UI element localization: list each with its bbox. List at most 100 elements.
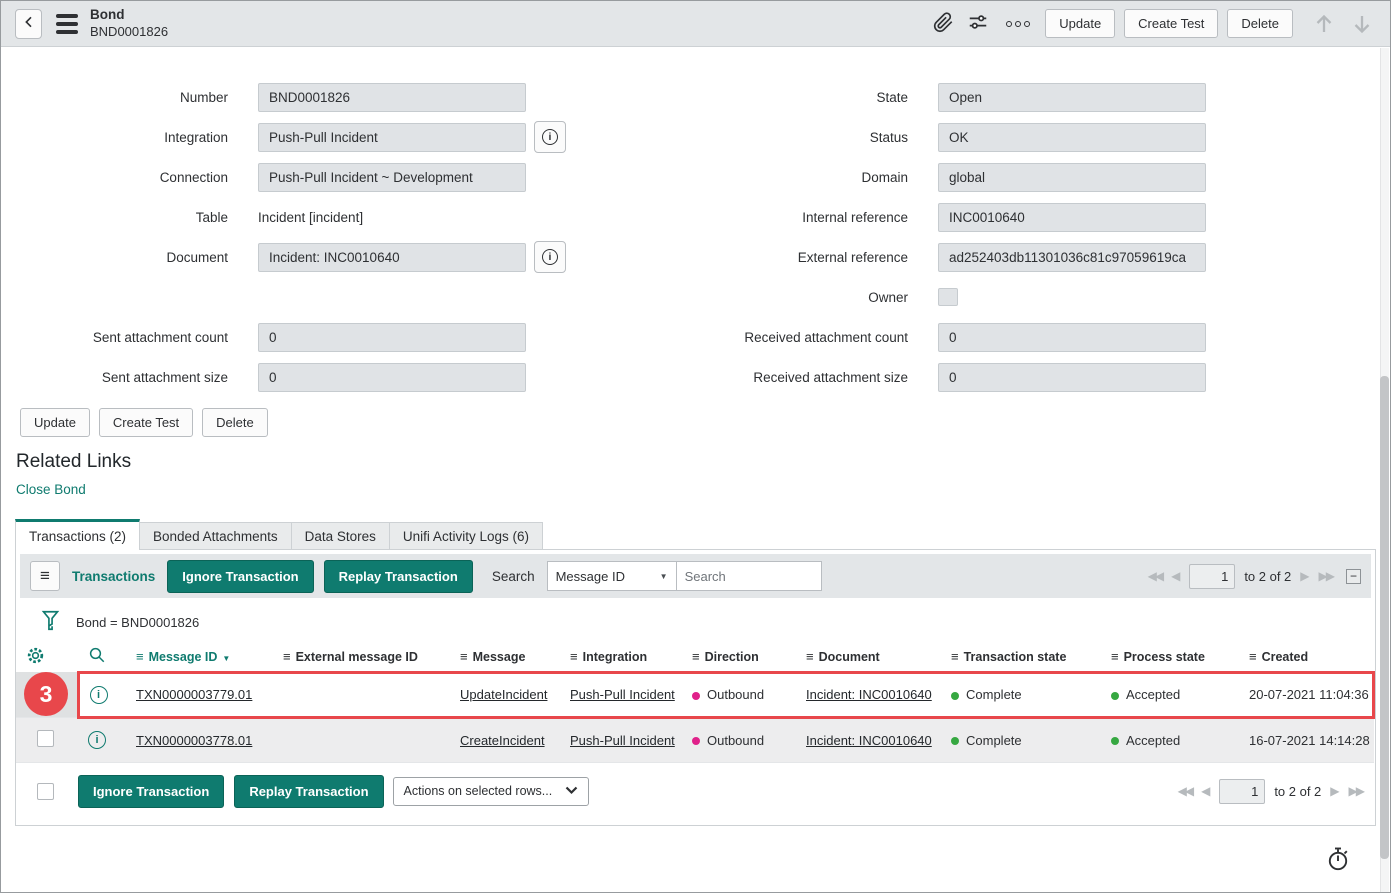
record-preview-icon[interactable] (88, 731, 106, 749)
direction-cell: Outbound (682, 717, 796, 763)
replay-transaction-button-bottom[interactable]: Replay Transaction (234, 774, 384, 808)
create-test-button-bottom[interactable]: Create Test (98, 408, 194, 437)
message-link[interactable]: CreateIncident (460, 732, 545, 748)
owner-field[interactable] (938, 288, 958, 306)
attachment-button[interactable] (931, 10, 956, 38)
first-page-icon[interactable] (1148, 569, 1162, 583)
record-number: BND0001826 (90, 23, 169, 39)
column-header-integration[interactable]: Integration (560, 642, 682, 672)
page-number-input[interactable] (1189, 563, 1236, 589)
transaction-number-link[interactable]: TXN0000003778.01 (136, 732, 253, 748)
ignore-transaction-button[interactable]: Ignore Transaction (167, 559, 314, 593)
integration-link[interactable]: Push-Pull Incident (570, 732, 675, 748)
direction-dot (692, 691, 700, 700)
state-dot (951, 737, 959, 746)
tab-unifi-activity-logs[interactable]: Unifi Activity Logs (6) (389, 522, 543, 550)
integration-preview-button[interactable] (534, 121, 566, 153)
ignore-transaction-button-bottom[interactable]: Ignore Transaction (78, 774, 225, 808)
field-connection: Connection Push-Pull Incident ~ Developm… (1, 157, 661, 197)
connection-field[interactable]: Push-Pull Incident ~ Development (258, 162, 526, 192)
row-checkbox[interactable] (37, 729, 54, 747)
field-label: Table (195, 209, 228, 225)
delete-button-bottom[interactable]: Delete (202, 408, 268, 437)
document-preview-button[interactable] (534, 241, 566, 273)
list-footer: Ignore Transaction Replay Transaction Ac… (16, 763, 1375, 825)
search-input[interactable] (676, 561, 822, 591)
column-header-external-message-id[interactable]: External message ID (273, 642, 450, 672)
column-header-message[interactable]: Message (450, 642, 560, 672)
first-page-icon[interactable] (1178, 784, 1192, 798)
page-number-input[interactable] (1219, 778, 1266, 804)
previous-record-arrow-icon[interactable] (1310, 10, 1338, 38)
search-field-select[interactable]: Message ID (546, 561, 677, 591)
create-test-button[interactable]: Create Test (1124, 9, 1219, 38)
next-record-arrow-icon[interactable] (1348, 10, 1376, 38)
column-header-message-id[interactable]: Message ID (126, 642, 273, 672)
column-header-created[interactable]: Created (1239, 642, 1374, 672)
record-header: Bond BND0001826 Update Cre (1, 1, 1390, 47)
personalize-form-button[interactable] (965, 9, 991, 38)
update-button-bottom[interactable]: Update (20, 408, 90, 437)
response-time-stopwatch-icon[interactable] (1325, 845, 1351, 876)
last-page-icon[interactable] (1319, 569, 1333, 583)
document-field[interactable]: Incident: INC0010640 (258, 242, 526, 272)
list-personalize-header[interactable] (16, 642, 78, 672)
record-preview-icon[interactable] (89, 685, 108, 704)
sent-attachment-size-field[interactable]: 0 (258, 362, 526, 392)
received-attachment-size-field[interactable]: 0 (938, 362, 1206, 392)
field-table: Table Incident [incident] (1, 197, 661, 237)
sent-attachment-count-field[interactable]: 0 (258, 322, 526, 352)
chevron-down-icon (565, 784, 578, 798)
hamburger-menu-icon[interactable] (56, 13, 78, 34)
domain-field[interactable]: global (938, 162, 1206, 192)
replay-transaction-button[interactable]: Replay Transaction (323, 559, 473, 593)
actions-on-selected-rows-select[interactable]: Actions on selected rows... (392, 776, 589, 806)
select-all-checkbox[interactable] (37, 782, 54, 800)
next-page-icon[interactable] (1330, 784, 1339, 798)
vertical-scrollbar-thumb[interactable] (1380, 376, 1389, 859)
column-header-document[interactable]: Document (796, 642, 941, 672)
actions-select-value: Actions on selected rows... (403, 784, 553, 798)
transaction-number-link[interactable]: TXN0000003779.01 (136, 687, 253, 702)
received-attachment-count-field[interactable]: 0 (938, 322, 1206, 352)
close-bond-link[interactable]: Close Bond (16, 482, 86, 497)
field-received-attachment-size: Received attachment size 0 (661, 357, 1390, 397)
field-label: Number (179, 89, 228, 105)
more-options-button[interactable] (1000, 19, 1036, 29)
field-label: Document (166, 249, 228, 265)
status-field[interactable]: OK (938, 122, 1206, 152)
tab-transactions[interactable]: Transactions (2) (15, 519, 141, 550)
column-header-direction[interactable]: Direction (682, 642, 796, 672)
update-button[interactable]: Update (1045, 9, 1116, 38)
number-field[interactable]: BND0001826 (258, 82, 526, 112)
column-header-process-state[interactable]: Process state (1101, 642, 1239, 672)
last-page-icon[interactable] (1349, 784, 1363, 798)
list-search-header[interactable] (78, 642, 126, 672)
field-label: Received attachment size (753, 369, 908, 385)
column-header-transaction-state[interactable]: Transaction state (941, 642, 1101, 672)
document-link[interactable]: Incident: INC0010640 (806, 687, 932, 702)
internal-reference-field[interactable]: INC0010640 (938, 202, 1206, 232)
filter-condition[interactable]: Bond = BND0001826 (76, 614, 200, 630)
field-state: State Open (661, 77, 1390, 117)
integration-link[interactable]: Push-Pull Incident (570, 687, 675, 702)
collapse-list-icon[interactable] (1346, 568, 1361, 584)
next-page-icon[interactable] (1300, 569, 1309, 583)
row-info-cell (76, 670, 126, 719)
integration-field[interactable]: Push-Pull Incident (258, 122, 526, 152)
list-pagination-bottom: to 2 of 2 (1178, 778, 1363, 804)
state-field[interactable]: Open (938, 82, 1206, 112)
back-button[interactable] (15, 8, 42, 39)
filter-funnel-icon[interactable] (40, 609, 61, 635)
pagination-range: to 2 of 2 (1274, 783, 1322, 799)
external-reference-field[interactable]: ad252403db11301036c81c97059619ca (938, 242, 1206, 272)
previous-page-icon[interactable] (1201, 784, 1210, 798)
document-link[interactable]: Incident: INC0010640 (806, 732, 932, 748)
tab-bonded-attachments[interactable]: Bonded Attachments (140, 522, 292, 550)
list-title[interactable]: Transactions (72, 568, 156, 584)
message-link[interactable]: UpdateIncident (460, 687, 548, 702)
delete-button[interactable]: Delete (1227, 9, 1293, 38)
list-menu-button[interactable] (30, 561, 60, 591)
previous-page-icon[interactable] (1171, 569, 1180, 583)
tab-data-stores[interactable]: Data Stores (291, 522, 390, 550)
